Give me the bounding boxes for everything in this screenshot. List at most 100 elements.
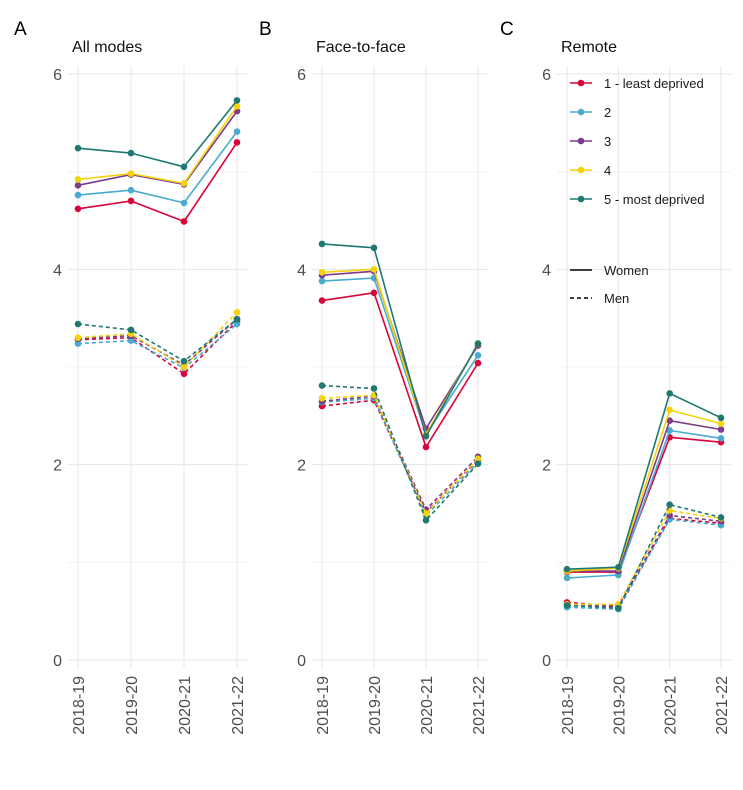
data-point xyxy=(318,268,326,276)
panel-B: 0 2 4 6 B Face-to-face 2018-19 2019-20 2020-21 20… xyxy=(259,19,488,735)
data-point xyxy=(370,244,378,252)
series-line xyxy=(566,514,722,609)
series-line xyxy=(77,318,238,362)
data-point xyxy=(233,320,241,328)
legend-label: Men xyxy=(604,291,629,306)
data-point xyxy=(127,337,135,344)
data-point xyxy=(717,426,725,433)
legend-key-point xyxy=(577,79,585,87)
x-tick-label: 2018-19 xyxy=(560,676,577,735)
data-point xyxy=(666,390,673,397)
x-tick-label: 2020-21 xyxy=(663,676,680,735)
data-point xyxy=(127,326,135,334)
series-line xyxy=(77,320,238,375)
y-tick-label: 2 xyxy=(53,458,62,475)
y-tick-label: 0 xyxy=(53,653,62,670)
series-line xyxy=(566,429,722,579)
series-line xyxy=(77,99,238,168)
data-point xyxy=(318,394,326,402)
legend-label: 4 xyxy=(604,163,611,178)
panel-letter: B xyxy=(259,19,272,40)
panel-A: 0 2 4 6 A All modes 2018-19 2019-20 2020-21 2021-… xyxy=(14,19,247,735)
panel-title: Face-to-face xyxy=(316,39,406,56)
x-tick-label: 2018-19 xyxy=(315,676,332,735)
data-point xyxy=(233,128,241,135)
data-point xyxy=(127,197,135,205)
y-tick-label: 4 xyxy=(542,262,551,279)
legend-key-point xyxy=(577,108,585,116)
series-line xyxy=(77,110,238,187)
x-tick-label: 2019-20 xyxy=(611,676,628,735)
data-point xyxy=(74,182,82,189)
data-point xyxy=(422,443,430,451)
x-tick-label: 2019-20 xyxy=(367,676,384,735)
data-point xyxy=(422,433,430,440)
legend-label: 5 - most deprived xyxy=(604,192,704,207)
panel-letter: C xyxy=(500,19,514,40)
legend: 1 - least deprived 2 3 4 5 - most deprived Wo… xyxy=(570,76,704,306)
series-line xyxy=(567,509,722,606)
x-tick-label: 2019-20 xyxy=(124,676,141,735)
legend-key-point xyxy=(577,166,585,174)
data-point xyxy=(127,186,135,194)
data-point xyxy=(666,417,673,425)
data-point xyxy=(615,604,622,612)
data-point xyxy=(666,427,673,434)
series-line xyxy=(321,243,479,438)
panel-C: 0 2 4 6 C Remote 2018-19 2019-20 2020-21 2021-22 xyxy=(500,19,731,735)
y-tick-label: 6 xyxy=(542,67,551,84)
y-tick-label: 4 xyxy=(53,262,62,279)
data-point xyxy=(318,382,326,389)
series-line xyxy=(77,318,238,366)
data-point xyxy=(666,406,673,414)
legend-label: 3 xyxy=(604,134,611,149)
data-point xyxy=(127,149,135,157)
series-line xyxy=(321,384,479,522)
data-point xyxy=(563,574,571,582)
x-tick-label: 2020-21 xyxy=(419,676,436,735)
y-tick-label: 4 xyxy=(297,262,306,279)
data-point xyxy=(474,455,482,463)
series-line xyxy=(321,291,479,448)
legend-label: Women xyxy=(604,263,649,278)
series-line xyxy=(566,409,722,572)
y-tick-label: 2 xyxy=(542,458,551,475)
data-point xyxy=(180,218,188,225)
x-tick-label: 2021-22 xyxy=(230,676,247,735)
x-tick-label: 2020-21 xyxy=(177,676,194,735)
data-point xyxy=(666,501,673,509)
data-point xyxy=(233,97,241,104)
data-point xyxy=(370,266,378,273)
data-point xyxy=(474,359,482,367)
series-line xyxy=(321,397,479,517)
data-point xyxy=(74,340,82,347)
y-tick-label: 0 xyxy=(542,653,551,670)
legend-label: 1 - least deprived xyxy=(604,76,704,91)
data-point xyxy=(717,434,725,442)
data-point xyxy=(474,460,482,467)
data-point xyxy=(74,144,82,152)
data-point xyxy=(180,180,188,187)
data-point xyxy=(180,199,188,207)
y-tick-label: 6 xyxy=(297,67,306,84)
data-point xyxy=(233,139,241,146)
series-line xyxy=(77,105,238,185)
panel-title: Remote xyxy=(561,39,617,56)
series-line xyxy=(321,277,479,436)
data-point xyxy=(180,370,188,378)
series-line xyxy=(77,323,238,369)
series-line xyxy=(77,131,238,204)
data-point xyxy=(370,385,378,392)
data-point xyxy=(474,351,482,359)
y-tick-label: 6 xyxy=(53,67,62,84)
series-line xyxy=(566,518,722,611)
data-point xyxy=(563,565,571,573)
data-point xyxy=(233,309,241,316)
data-point xyxy=(422,510,430,517)
data-point xyxy=(180,163,188,171)
legend-key-point xyxy=(577,195,585,203)
data-point xyxy=(74,191,82,199)
series-line xyxy=(77,311,238,368)
series-line xyxy=(77,141,238,223)
